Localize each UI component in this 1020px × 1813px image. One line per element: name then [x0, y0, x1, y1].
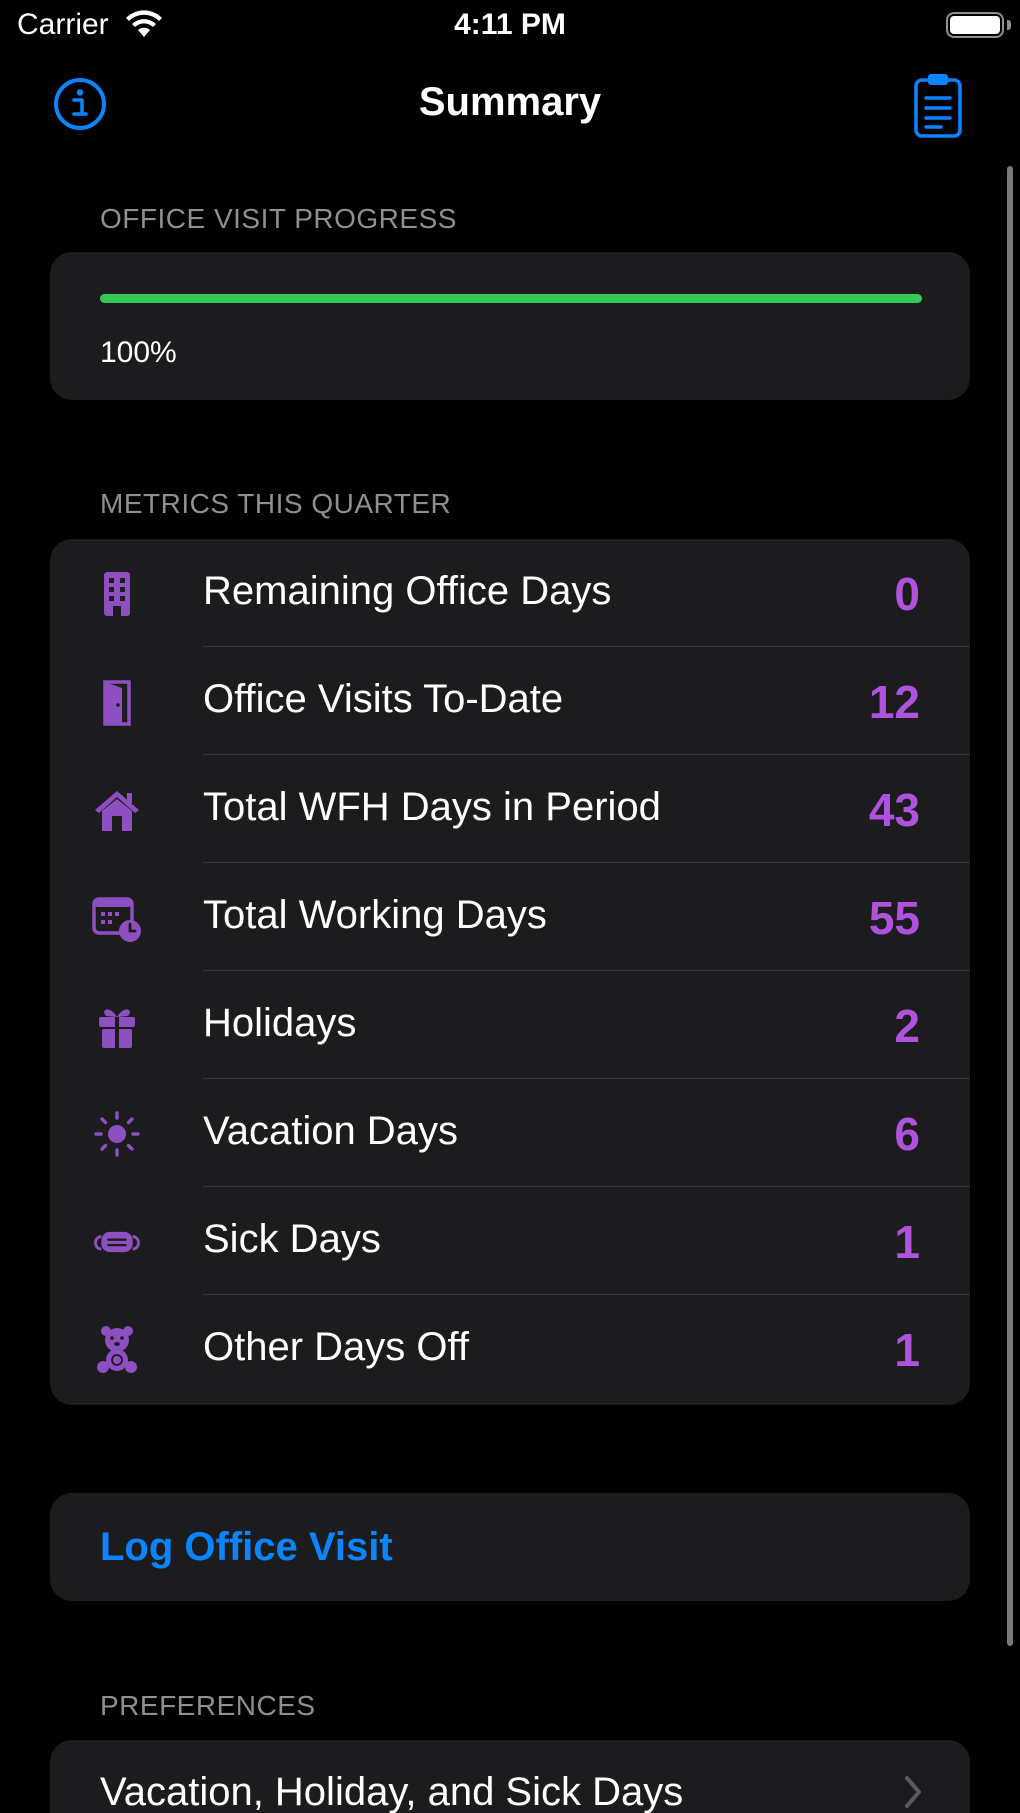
metric-label: Sick Days — [203, 1217, 381, 1261]
log-office-visit-button[interactable]: Log Office Visit — [50, 1493, 970, 1601]
chevron-right-icon — [905, 1776, 921, 1808]
metric-label: Office Visits To-Date — [203, 677, 564, 721]
metric-row-vacation-days: Vacation Days 6 — [50, 1079, 970, 1187]
metric-label: Total WFH Days in Period — [203, 785, 661, 829]
metric-label: Total Working Days — [203, 893, 547, 937]
divider — [203, 1078, 970, 1079]
progress-fill — [100, 294, 922, 303]
metric-value: 12 — [868, 676, 920, 728]
scroll-indicator[interactable] — [1007, 166, 1013, 1646]
medical-mask-icon — [92, 1217, 142, 1267]
metric-row-sick-days: Sick Days 1 — [50, 1187, 970, 1295]
metric-label: Other Days Off — [203, 1325, 470, 1369]
metric-row-total-wfh-days: Total WFH Days in Period 43 — [50, 755, 970, 863]
metric-label: Holidays — [203, 1001, 357, 1045]
metric-row-other-days-off: Other Days Off 1 — [50, 1295, 970, 1403]
divider — [203, 646, 970, 647]
divider — [203, 1186, 970, 1187]
metric-value: 6 — [894, 1108, 920, 1160]
divider — [203, 862, 970, 863]
divider — [203, 970, 970, 971]
metric-value: 43 — [868, 784, 920, 836]
wifi-icon — [126, 10, 162, 37]
metric-label: Vacation Days — [203, 1109, 458, 1153]
metric-value: 0 — [894, 568, 920, 620]
metric-value: 2 — [894, 1000, 920, 1052]
clipboard-icon[interactable] — [913, 71, 963, 139]
metric-value: 55 — [868, 892, 920, 944]
section-header-metrics: METRICS THIS QUARTER — [100, 488, 452, 519]
house-icon — [92, 785, 142, 835]
preferences-row-label: Vacation, Holiday, and Sick Days — [100, 1770, 684, 1813]
progress-card: 100% — [50, 252, 970, 400]
status-bar: Carrier 4:11 PM — [0, 0, 1020, 52]
preferences-row-vacation-holiday-sick[interactable]: Vacation, Holiday, and Sick Days — [50, 1740, 970, 1813]
building-icon — [92, 569, 142, 619]
divider — [203, 754, 970, 755]
section-header-progress: OFFICE VISIT PROGRESS — [100, 203, 457, 234]
metric-row-holidays: Holidays 2 — [50, 971, 970, 1079]
progress-bar — [100, 294, 922, 303]
metric-value: 1 — [894, 1324, 920, 1376]
carrier-label: Carrier — [17, 8, 109, 41]
battery-nub — [1007, 20, 1011, 30]
battery-icon — [946, 12, 1004, 38]
info-icon[interactable] — [52, 76, 108, 132]
metric-row-total-working-days: Total Working Days 55 — [50, 863, 970, 971]
divider — [203, 1294, 970, 1295]
metrics-card: Remaining Office Days 0 Office Visits To… — [50, 539, 970, 1405]
progress-percent-label: 100% — [100, 336, 177, 369]
gift-icon — [92, 1001, 142, 1051]
sun-icon — [92, 1109, 142, 1159]
metric-row-office-visits: Office Visits To-Date 12 — [50, 647, 970, 755]
metric-row-remaining-office-days: Remaining Office Days 0 — [50, 539, 970, 647]
calendar-clock-icon — [92, 893, 142, 943]
log-office-visit-label: Log Office Visit — [100, 1525, 393, 1569]
page-title: Summary — [418, 80, 602, 124]
door-icon — [92, 677, 142, 727]
section-header-preferences: PREFERENCES — [100, 1690, 316, 1721]
metric-label: Remaining Office Days — [203, 569, 612, 613]
metric-value: 1 — [894, 1216, 920, 1268]
teddy-bear-icon — [92, 1325, 142, 1375]
clock: 4:11 PM — [454, 8, 566, 41]
